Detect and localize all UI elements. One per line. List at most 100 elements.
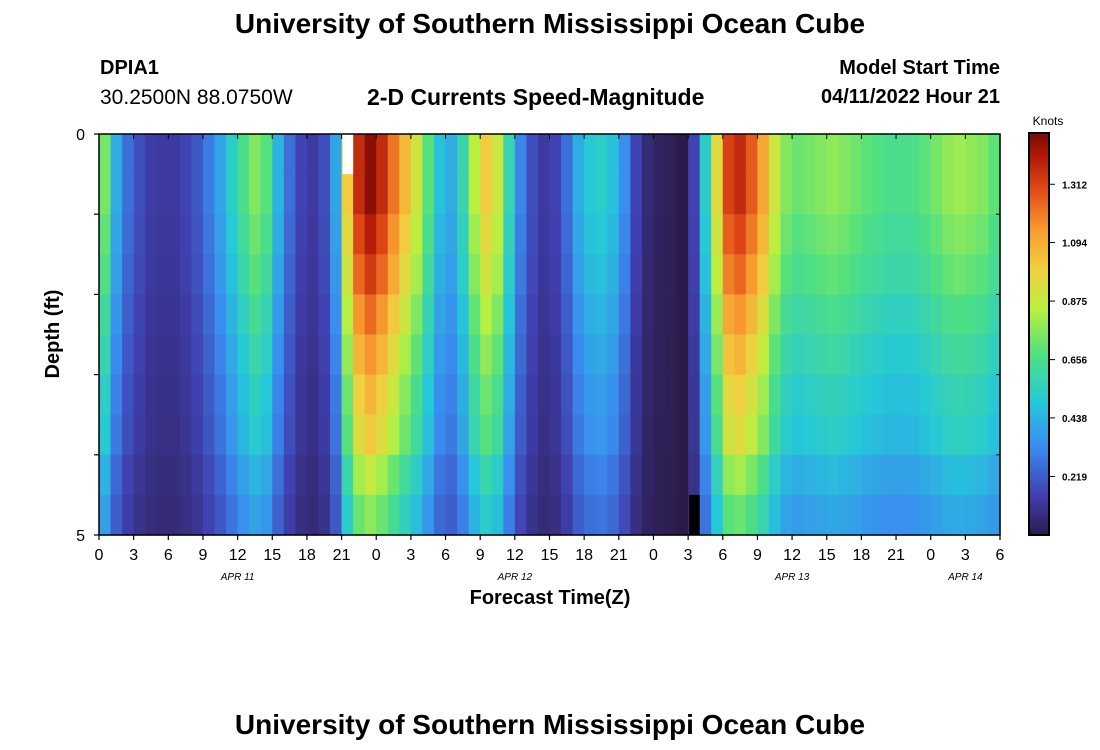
colorbar bbox=[1028, 132, 1050, 536]
heatmap-cell bbox=[711, 494, 724, 536]
heatmap-cell bbox=[872, 494, 886, 536]
heatmap-cell bbox=[226, 214, 239, 255]
heatmap-cell bbox=[653, 294, 666, 336]
heatmap-cell bbox=[641, 214, 655, 255]
heatmap-cell bbox=[272, 174, 285, 215]
heatmap-cell bbox=[133, 494, 146, 536]
heatmap-cell bbox=[433, 214, 447, 255]
heatmap-cell bbox=[653, 454, 666, 496]
x-tick-label: 3 bbox=[961, 547, 970, 564]
heatmap-cell bbox=[688, 174, 701, 215]
heatmap-cell bbox=[480, 294, 493, 336]
heatmap-cell bbox=[214, 334, 227, 376]
heatmap-cell bbox=[341, 454, 354, 496]
heatmap-cell bbox=[422, 174, 435, 215]
heatmap-cell bbox=[433, 174, 447, 215]
heatmap-cell bbox=[330, 374, 343, 416]
heatmap-cell bbox=[561, 454, 574, 496]
heatmap-cell bbox=[653, 254, 666, 295]
heatmap-cell bbox=[745, 374, 759, 416]
heatmap-cell bbox=[826, 374, 839, 416]
heatmap-cell bbox=[919, 294, 932, 336]
heatmap-cell bbox=[214, 174, 227, 215]
heatmap-cell bbox=[768, 214, 782, 255]
heatmap-cell bbox=[780, 174, 793, 215]
heatmap-cell bbox=[861, 374, 874, 416]
heatmap-cell bbox=[272, 254, 285, 295]
heatmap-cell bbox=[734, 294, 747, 336]
heatmap-cell bbox=[503, 414, 516, 456]
heatmap-cell bbox=[260, 414, 273, 456]
heatmap-cell bbox=[907, 454, 920, 496]
heatmap-cell bbox=[838, 174, 851, 215]
heatmap-cell bbox=[202, 294, 216, 336]
heatmap-cell bbox=[849, 374, 862, 416]
heatmap-cell bbox=[630, 134, 643, 175]
heatmap-cell bbox=[953, 294, 966, 336]
heatmap-cell bbox=[133, 414, 146, 456]
heatmap-cell bbox=[826, 254, 839, 295]
heatmap-cell bbox=[641, 414, 655, 456]
heatmap-cell bbox=[422, 214, 435, 255]
x-tick-label: 0 bbox=[372, 547, 381, 564]
heatmap-cell bbox=[988, 134, 1001, 175]
heatmap-cell bbox=[976, 214, 990, 255]
heatmap-cell bbox=[815, 294, 828, 336]
heatmap-cell bbox=[364, 334, 377, 376]
heatmap-cell bbox=[272, 494, 285, 536]
heatmap-cell bbox=[122, 214, 135, 255]
heatmap-cell bbox=[226, 454, 239, 496]
heatmap-cell bbox=[665, 334, 678, 376]
heatmap-cell bbox=[711, 294, 724, 336]
heatmap-cell bbox=[526, 174, 539, 215]
heatmap-cell bbox=[364, 174, 377, 215]
heatmap-cell bbox=[433, 294, 447, 336]
heatmap-cell bbox=[145, 414, 158, 456]
heatmap-cell bbox=[884, 174, 897, 215]
heatmap-cell bbox=[445, 134, 458, 175]
heatmap-cell bbox=[445, 334, 458, 376]
heatmap-cell bbox=[549, 294, 562, 336]
heatmap-cell bbox=[665, 374, 678, 416]
heatmap-cell bbox=[838, 134, 851, 175]
heatmap-cell bbox=[953, 254, 966, 295]
heatmap-cell bbox=[422, 254, 435, 295]
heatmap-cell bbox=[884, 254, 897, 295]
heatmap-cell bbox=[249, 134, 262, 175]
heatmap-cell bbox=[283, 174, 296, 215]
heatmap-cell bbox=[595, 414, 608, 456]
heatmap-cell bbox=[757, 214, 770, 255]
heatmap-cell bbox=[202, 174, 216, 215]
heatmap-cell bbox=[561, 214, 574, 255]
heatmap-cell bbox=[214, 414, 227, 456]
heatmap-cell bbox=[942, 294, 955, 336]
heatmap-cell bbox=[734, 414, 747, 456]
heatmap-cell bbox=[191, 374, 204, 416]
heatmap-cell bbox=[341, 414, 354, 456]
heatmap-cell bbox=[838, 374, 851, 416]
heatmap-cell bbox=[422, 134, 435, 175]
heatmap-cell bbox=[145, 134, 158, 175]
heatmap-cell bbox=[353, 174, 366, 215]
heatmap-cell bbox=[872, 414, 886, 456]
heatmap-cell bbox=[376, 294, 389, 336]
heatmap-cell bbox=[156, 334, 169, 376]
heatmap-cell bbox=[676, 454, 689, 496]
heatmap-cell bbox=[503, 134, 516, 175]
heatmap-cell bbox=[722, 174, 735, 215]
heatmap-cell bbox=[676, 134, 689, 175]
missing-data-cell bbox=[689, 494, 700, 535]
heatmap-cell bbox=[584, 254, 597, 295]
x-tick-label: 3 bbox=[129, 547, 138, 564]
heatmap-cell bbox=[214, 294, 227, 336]
heatmap-cell bbox=[491, 374, 504, 416]
heatmap-cell bbox=[711, 254, 724, 295]
heatmap-cell bbox=[792, 334, 805, 376]
heatmap-cell bbox=[133, 454, 146, 496]
heatmap-cell bbox=[283, 414, 296, 456]
heatmap-cell bbox=[919, 254, 932, 295]
heatmap-cell bbox=[549, 374, 562, 416]
heatmap-cell bbox=[433, 414, 447, 456]
heatmap-cells bbox=[99, 134, 1001, 536]
heatmap-cell bbox=[699, 374, 712, 416]
